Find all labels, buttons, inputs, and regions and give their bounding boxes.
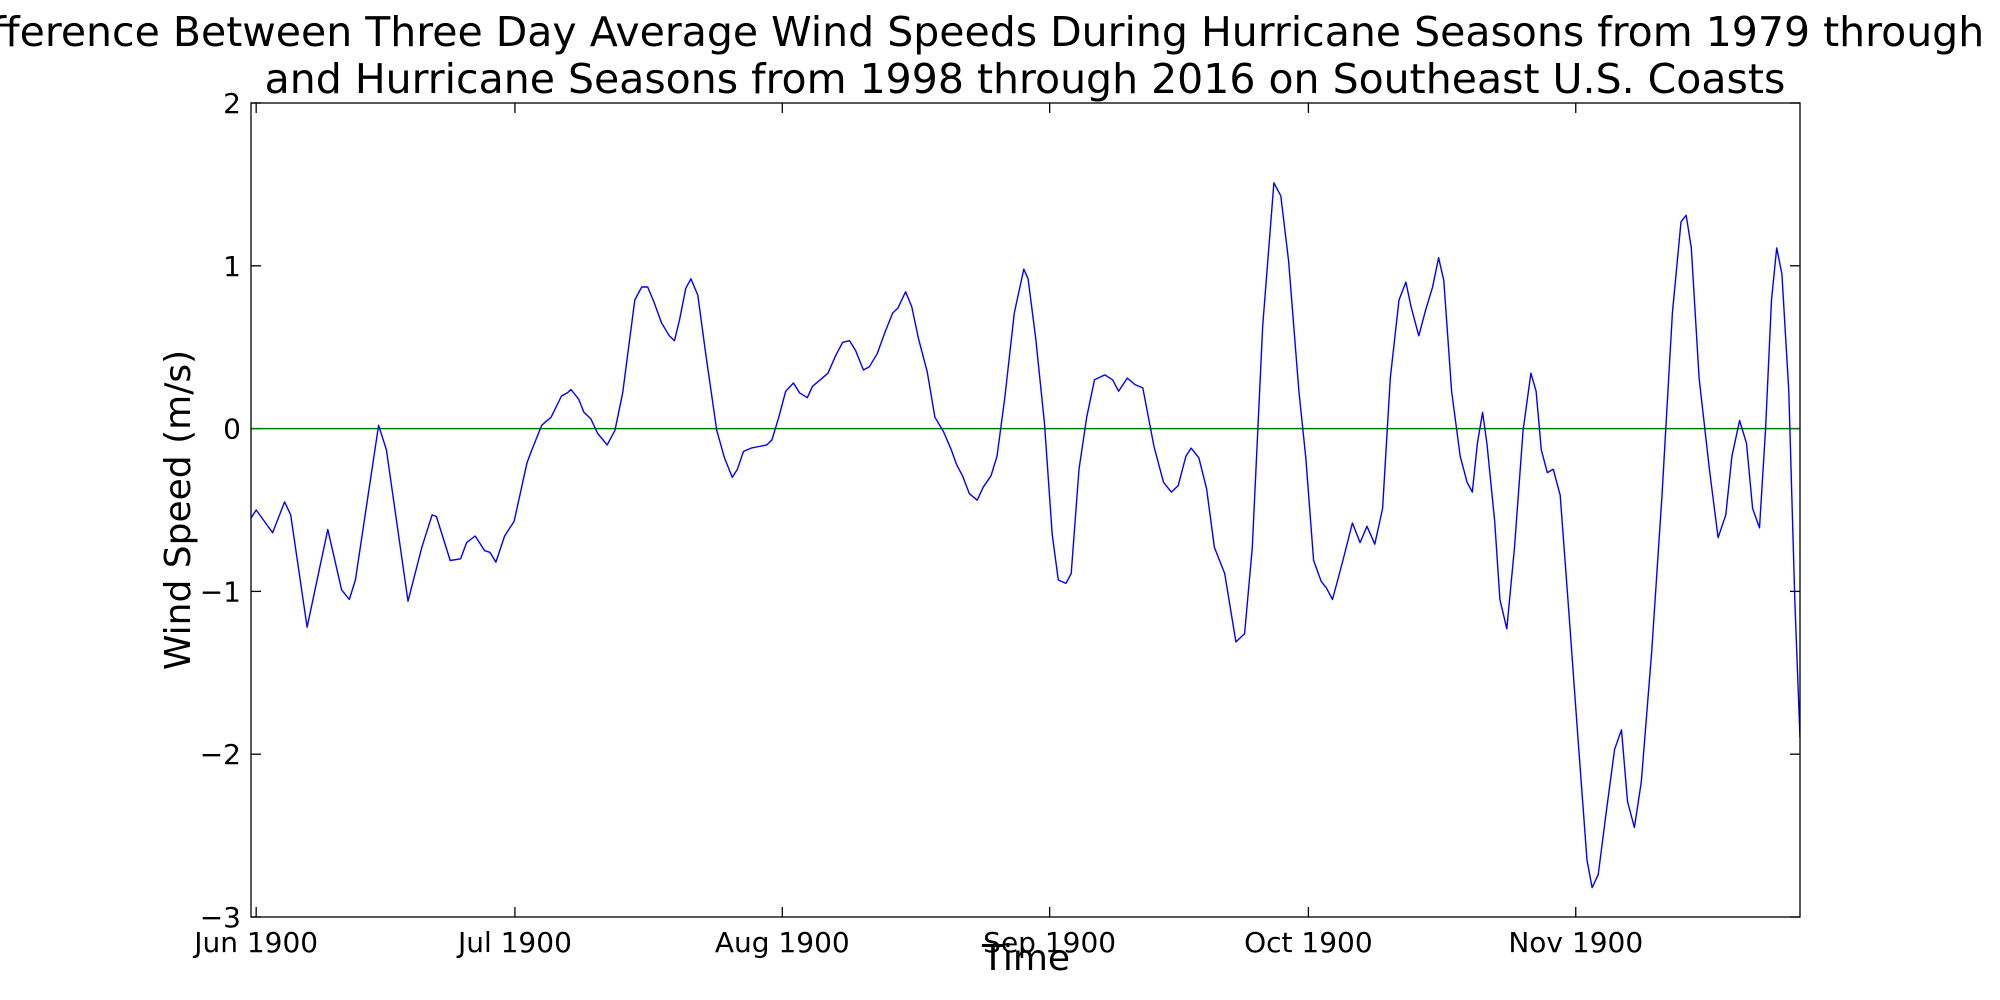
chart-title: Difference Between Three Day Average Win… bbox=[0, 8, 2000, 56]
x-tick-label: Oct 1900 bbox=[1244, 926, 1373, 959]
x-tick-label: Jul 1900 bbox=[456, 926, 572, 959]
y-tick-label: 2 bbox=[223, 87, 241, 120]
y-tick-label: −1 bbox=[200, 575, 241, 608]
x-tick-label: Jun 1900 bbox=[192, 926, 318, 959]
chart-title: and Hurricane Seasons from 1998 through … bbox=[265, 55, 1786, 103]
data-line bbox=[251, 182, 1800, 889]
x-axis-label: Time bbox=[981, 938, 1070, 979]
y-tick-label: 0 bbox=[223, 413, 241, 446]
y-axis-label: Wind Speed (m/s) bbox=[158, 350, 199, 670]
y-tick-label: 1 bbox=[223, 250, 241, 283]
y-tick-label: −3 bbox=[200, 901, 241, 934]
x-tick-label: Nov 1900 bbox=[1508, 926, 1643, 959]
plot-frame bbox=[250, 102, 1801, 918]
x-tick-label: Sep 1900 bbox=[983, 926, 1116, 959]
x-tick-label: Aug 1900 bbox=[715, 926, 850, 959]
y-tick-label: −2 bbox=[200, 738, 241, 771]
